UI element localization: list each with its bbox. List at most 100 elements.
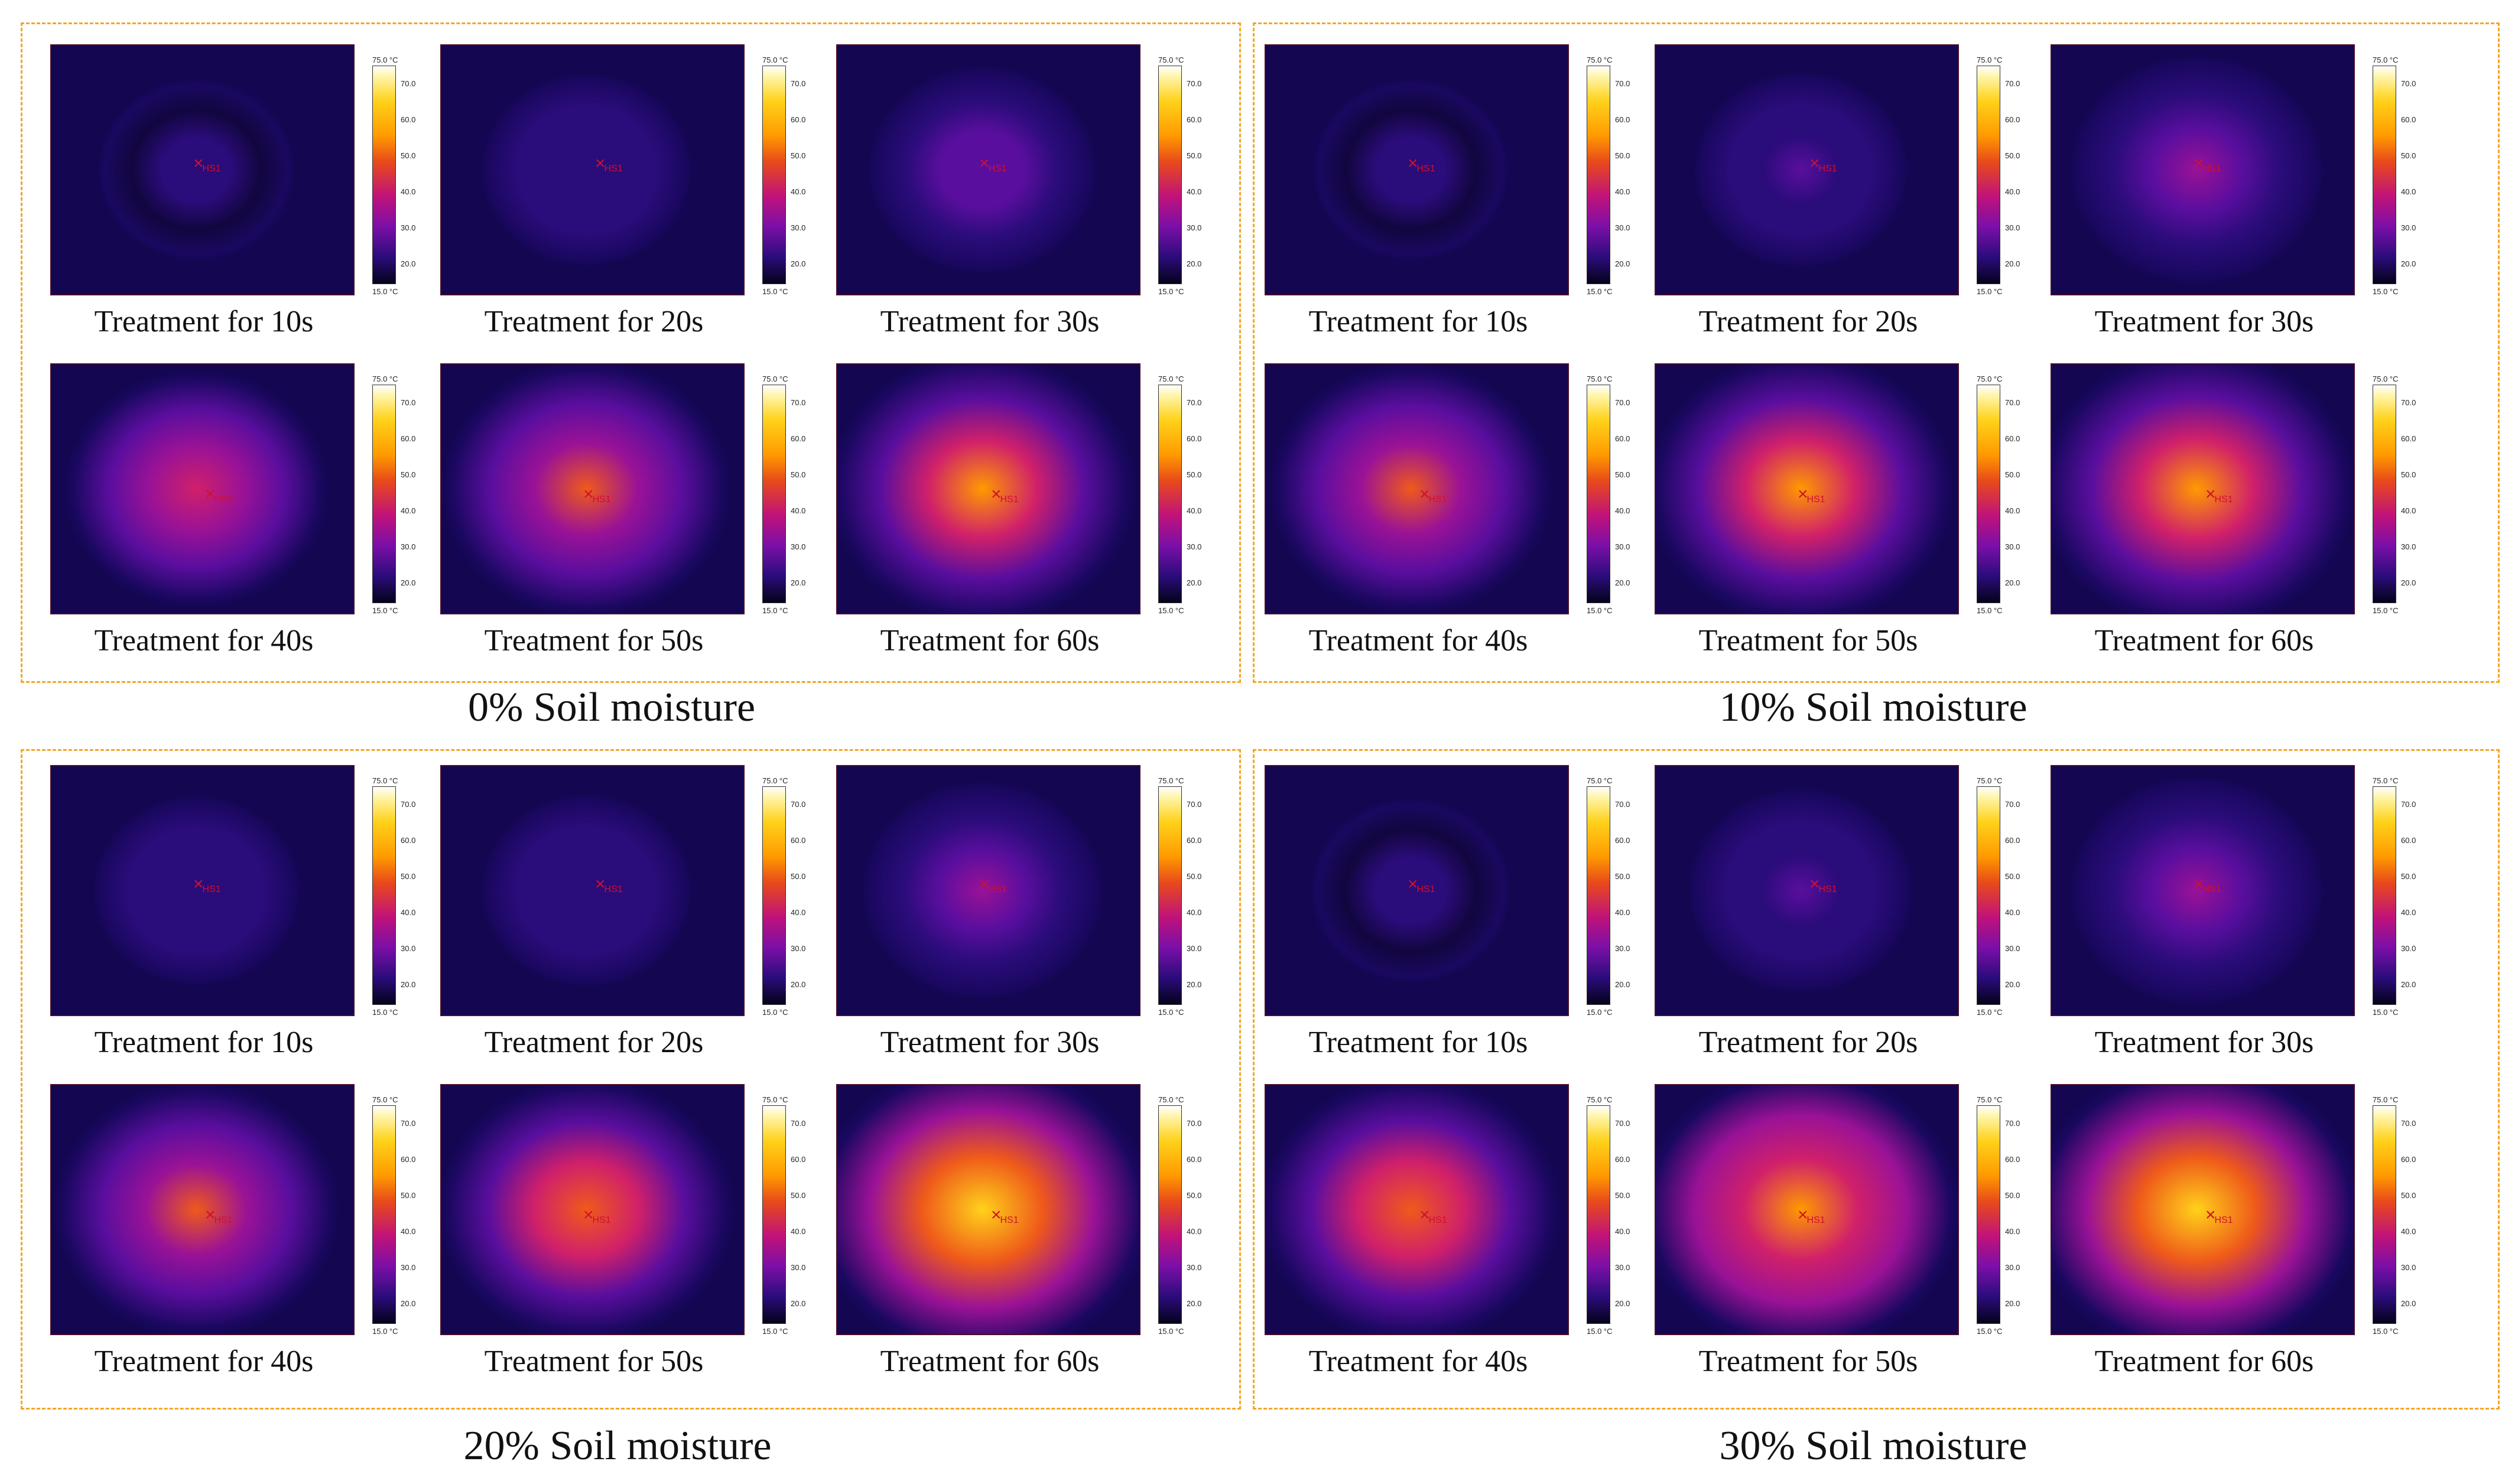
temperature-scale: 75.0 °C 70.0 60.0 50.0 40.0 30.0 20.0 15.0 °C	[1158, 777, 1214, 1019]
scale-max-label: 75.0 °C	[762, 375, 788, 383]
scale-tick-label: 70.0	[401, 1119, 416, 1128]
scale-max-label: 75.0 °C	[1977, 375, 2003, 383]
panel-caption: Treatment for 20s	[484, 1026, 704, 1059]
temperature-scale: 75.0 °C 70.0 60.0 50.0 40.0 30.0 20.0 15.0 °C	[1587, 1096, 1643, 1338]
scale-tick-label: 70.0	[2401, 79, 2416, 88]
hotspot-label: HS1	[988, 164, 1007, 174]
panel-caption: Treatment for 10s	[94, 305, 314, 339]
colorbar	[1977, 66, 2000, 284]
thermal-image: ×HS1	[440, 765, 745, 1016]
scale-tick-label: 30.0	[1615, 542, 1630, 551]
scale-tick-label: 70.0	[791, 1119, 806, 1128]
panel-caption: Treatment for 10s	[1308, 305, 1528, 339]
thermal-image: ×HS1	[440, 44, 745, 295]
hotspot-label: HS1	[202, 884, 221, 894]
scale-min-label: 15.0 °C	[762, 606, 788, 615]
scale-tick-label: 40.0	[1187, 908, 1202, 917]
scale-tick-label: 40.0	[401, 187, 416, 196]
temperature-scale: 75.0 °C 70.0 60.0 50.0 40.0 30.0 20.0 15.0 °C	[2373, 777, 2429, 1019]
panel-caption: Treatment for 30s	[2094, 305, 2314, 339]
scale-tick-label: 50.0	[401, 470, 416, 479]
scale-tick-label: 60.0	[2005, 1155, 2020, 1164]
hotspot-marker: ×HS1	[583, 484, 611, 505]
scale-tick-label: 30.0	[2005, 944, 2020, 953]
scale-tick-label: 70.0	[401, 79, 416, 88]
scale-tick-label: 50.0	[2401, 1191, 2416, 1200]
scale-tick-label: 60.0	[2005, 115, 2020, 124]
temperature-scale: 75.0 °C 70.0 60.0 50.0 40.0 30.0 20.0 15.0 °C	[2373, 1096, 2429, 1338]
scale-tick-label: 40.0	[1187, 187, 1202, 196]
thermal-image: ×HS1	[1265, 363, 1569, 614]
scale-tick-label: 20.0	[1615, 1299, 1630, 1308]
scale-min-label: 15.0 °C	[1158, 287, 1184, 296]
scale-min-label: 15.0 °C	[372, 287, 398, 296]
panel-caption: Treatment for 60s	[880, 624, 1100, 658]
hotspot-marker: ×HS1	[1419, 1205, 1447, 1226]
scale-tick-label: 70.0	[2401, 800, 2416, 809]
scale-max-label: 75.0 °C	[2373, 1095, 2399, 1104]
panel-caption: Treatment for 10s	[94, 1026, 314, 1059]
scale-tick-label: 30.0	[2005, 542, 2020, 551]
hotspot-marker: ×HS1	[595, 874, 623, 895]
temperature-scale: 75.0 °C 70.0 60.0 50.0 40.0 30.0 20.0 15.0 °C	[1977, 777, 2033, 1019]
temperature-scale: 75.0 °C 70.0 60.0 50.0 40.0 30.0 20.0 15.0 °C	[1977, 1096, 2033, 1338]
scale-tick-label: 20.0	[2005, 259, 2020, 268]
group-title-0pct: 0% Soil moisture	[467, 685, 756, 730]
colorbar	[1977, 1105, 2000, 1324]
scale-tick-label: 30.0	[2005, 1263, 2020, 1272]
scale-tick-label: 30.0	[1187, 1263, 1202, 1272]
scale-tick-label: 50.0	[2005, 1191, 2020, 1200]
scale-tick-label: 40.0	[791, 1227, 806, 1236]
scale-tick-label: 50.0	[2401, 470, 2416, 479]
scale-tick-label: 50.0	[791, 872, 806, 881]
scale-tick-label: 20.0	[2401, 980, 2416, 989]
scale-min-label: 15.0 °C	[1587, 1327, 1613, 1336]
hotspot-label: HS1	[592, 494, 611, 505]
temperature-scale: 75.0 °C 70.0 60.0 50.0 40.0 30.0 20.0 15.0 °C	[762, 375, 818, 617]
scale-min-label: 15.0 °C	[762, 287, 788, 296]
scale-tick-label: 40.0	[401, 506, 416, 515]
scale-tick-label: 20.0	[2401, 259, 2416, 268]
scale-tick-label: 50.0	[791, 1191, 806, 1200]
hotspot-label: HS1	[1428, 1215, 1447, 1225]
colorbar	[1587, 1105, 1610, 1324]
scale-tick-label: 40.0	[1187, 506, 1202, 515]
temperature-scale: 75.0 °C 70.0 60.0 50.0 40.0 30.0 20.0 15.0 °C	[1977, 56, 2033, 298]
scale-tick-label: 50.0	[401, 1191, 416, 1200]
hotspot-label: HS1	[604, 884, 623, 894]
temperature-scale: 75.0 °C 70.0 60.0 50.0 40.0 30.0 20.0 15.0 °C	[762, 1096, 818, 1338]
scale-max-label: 75.0 °C	[372, 56, 398, 64]
temperature-scale: 75.0 °C 70.0 60.0 50.0 40.0 30.0 20.0 15.0 °C	[372, 56, 428, 298]
panel-caption: Treatment for 50s	[1698, 624, 1918, 658]
scale-tick-label: 20.0	[2401, 1299, 2416, 1308]
colorbar	[372, 786, 396, 1005]
scale-tick-label: 20.0	[401, 1299, 416, 1308]
thermal-image: ×HS1	[2051, 1084, 2355, 1335]
panel-caption: Treatment for 20s	[1698, 1026, 1918, 1059]
scale-tick-label: 30.0	[2401, 542, 2416, 551]
scale-tick-label: 30.0	[1615, 223, 1630, 232]
scale-tick-label: 50.0	[1615, 1191, 1630, 1200]
scale-tick-label: 60.0	[2401, 115, 2416, 124]
scale-tick-label: 60.0	[1187, 434, 1202, 443]
hotspot-marker: ×HS1	[1798, 1205, 1825, 1226]
scale-tick-label: 20.0	[401, 980, 416, 989]
scale-tick-label: 70.0	[1615, 79, 1630, 88]
thermal-image: ×HS1	[836, 765, 1140, 1016]
hotspot-marker: ×HS1	[1809, 154, 1837, 174]
scale-tick-label: 20.0	[791, 980, 806, 989]
scale-tick-label: 60.0	[791, 115, 806, 124]
scale-tick-label: 30.0	[2401, 1263, 2416, 1272]
panel-caption: Treatment for 30s	[2094, 1026, 2314, 1059]
scale-min-label: 15.0 °C	[1977, 606, 2003, 615]
scale-tick-label: 60.0	[401, 1155, 416, 1164]
colorbar	[1977, 385, 2000, 603]
scale-tick-label: 60.0	[1187, 115, 1202, 124]
group-frame-20pct	[21, 749, 1241, 1410]
scale-tick-label: 50.0	[791, 151, 806, 160]
scale-tick-label: 30.0	[1187, 223, 1202, 232]
colorbar	[1158, 786, 1182, 1005]
scale-max-label: 75.0 °C	[1977, 776, 2003, 785]
scale-tick-label: 30.0	[791, 542, 806, 551]
scale-tick-label: 20.0	[2401, 578, 2416, 587]
